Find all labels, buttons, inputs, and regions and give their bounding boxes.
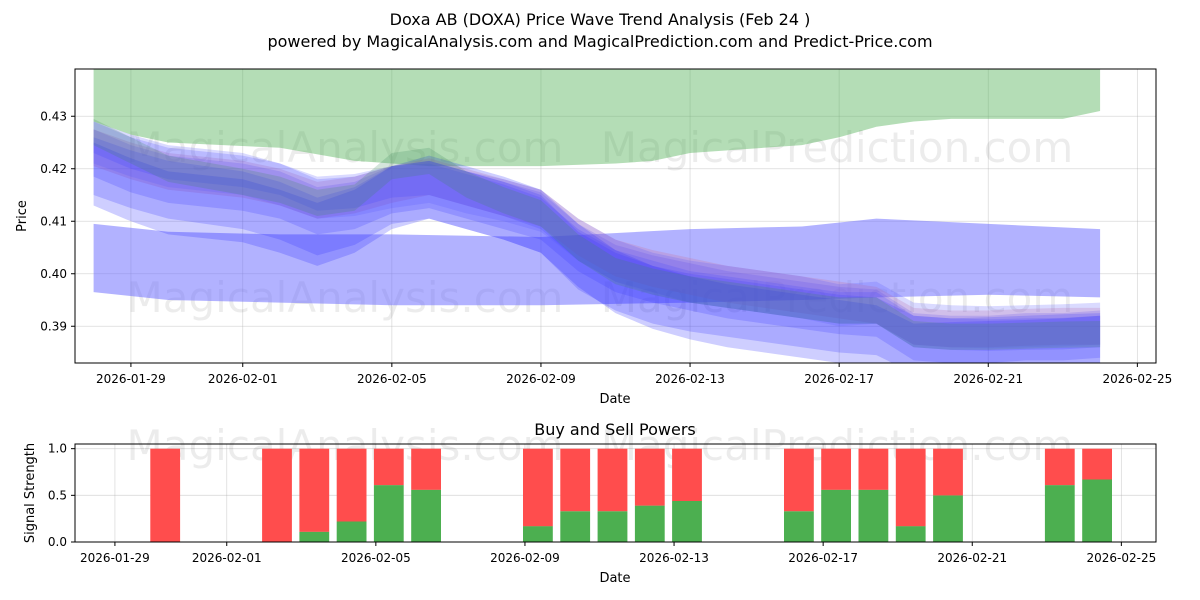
buy-power-bar: [411, 489, 441, 542]
wave-6: [93, 121, 1101, 349]
wave-5: [93, 142, 1101, 363]
buy-power-bar: [336, 521, 367, 542]
buy-power-bar: [858, 489, 889, 542]
signal-x-tick-label: 2026-01-29: [80, 551, 150, 565]
signal-x-tick-label: 2026-02-21: [937, 551, 1007, 565]
sell-power-bar: [262, 448, 292, 542]
signal-chart-xlabel: Date: [599, 571, 630, 586]
buy-power-bar: [1082, 479, 1112, 542]
sell-power-bar: [150, 448, 181, 542]
main-chart-title-line1: Doxa AB (DOXA) Price Wave Trend Analysis…: [390, 10, 811, 29]
main-y-tick-label: 0.43: [40, 109, 67, 123]
main-chart-waves: [93, 118, 1101, 363]
signal-x-tick-label: 2026-02-25: [1086, 551, 1156, 565]
buy-power-bar: [1044, 485, 1075, 542]
buy-power-bar: [672, 500, 702, 542]
signal-y-tick-label: 0.5: [48, 488, 67, 502]
main-y-tick-label: 0.41: [40, 214, 67, 228]
buy-power-bar: [895, 526, 926, 542]
sell-power-bar: [373, 448, 404, 486]
buy-power-bar: [821, 489, 851, 542]
main-x-tick-label: 2026-02-13: [655, 372, 725, 386]
buy-power-bar: [560, 511, 591, 542]
sell-power-bar: [784, 448, 814, 512]
signal-x-tick-label: 2026-02-05: [341, 551, 411, 565]
wave-3: [93, 137, 1101, 363]
main-x-tick-label: 2026-02-25: [1102, 372, 1172, 386]
lower-band: [93, 218, 1101, 306]
main-chart-axes: 2026-01-29 2026-02-01 2026-02-05 2026-02-09…: [40, 109, 1172, 386]
sell-power-bar: [523, 448, 553, 527]
main-x-tick-label: 2026-02-01: [208, 372, 278, 386]
main-watermark: MagicalPrediction.com: [601, 123, 1074, 172]
buy-power-bar: [784, 511, 814, 542]
signal-x-tick-label: 2026-02-09: [490, 551, 560, 565]
signal-chart-frame: [74, 443, 1157, 543]
signal-chart-bars: [150, 448, 1112, 542]
sell-power-bar: [933, 448, 963, 496]
buy-power-bar: [933, 495, 963, 542]
signal-chart-title: Buy and Sell Powers: [534, 420, 696, 439]
buy-power-bar: [634, 505, 665, 542]
sell-power-bar: [411, 448, 441, 490]
main-x-tick-label: 2026-02-09: [506, 372, 576, 386]
signal-chart-ylabel: Signal Strength: [23, 443, 38, 543]
sell-power-bar: [858, 448, 889, 490]
sell-power-bar: [597, 448, 628, 512]
wave-4: [93, 121, 1101, 351]
wave-1: [93, 129, 1101, 363]
sell-power-bar: [821, 448, 851, 490]
main-chart-title-line2: powered by MagicalAnalysis.com and Magic…: [267, 32, 932, 51]
buy-power-bar: [373, 485, 404, 542]
wave-2: [93, 129, 1101, 348]
sell-power-bar: [299, 448, 330, 532]
sell-power-bar: [336, 448, 367, 522]
wave-7: [93, 118, 1101, 350]
signal-y-tick-label: 1.0: [48, 442, 67, 456]
signal-y-tick-label: 0.0: [48, 535, 67, 549]
main-chart-bands: [93, 69, 1101, 306]
buy-power-bar: [597, 511, 628, 542]
main-watermark: MagicalAnalysis.com: [127, 123, 564, 172]
main-y-tick-label: 0.40: [40, 267, 67, 281]
main-x-tick-label: 2026-02-17: [804, 372, 874, 386]
main-chart-frame: [74, 68, 1157, 364]
sell-power-bar: [560, 448, 591, 512]
main-x-tick-label: 2026-02-05: [357, 372, 427, 386]
main-x-tick-label: 2026-02-21: [953, 372, 1023, 386]
buy-power-bar: [299, 531, 330, 542]
main-y-tick-label: 0.42: [40, 162, 67, 176]
sell-power-bar: [1044, 448, 1075, 486]
main-chart-xlabel: Date: [599, 392, 630, 407]
sell-power-bar: [672, 448, 702, 501]
signal-x-tick-label: 2026-02-17: [788, 551, 858, 565]
signal-chart-axes: 2026-01-29 2026-02-01 2026-02-05 2026-02-09…: [48, 442, 1156, 565]
buy-power-bar: [523, 526, 553, 542]
main-x-tick-label: 2026-01-29: [96, 372, 166, 386]
signal-x-tick-label: 2026-02-01: [192, 551, 262, 565]
main-y-tick-label: 0.39: [40, 319, 67, 333]
sell-power-bar: [895, 448, 926, 527]
signal-x-tick-label: 2026-02-13: [639, 551, 709, 565]
sell-power-bar: [634, 448, 665, 506]
upper-band: [93, 69, 1101, 167]
sell-power-bar: [1082, 448, 1112, 480]
main-chart-ylabel: Price: [15, 200, 30, 232]
